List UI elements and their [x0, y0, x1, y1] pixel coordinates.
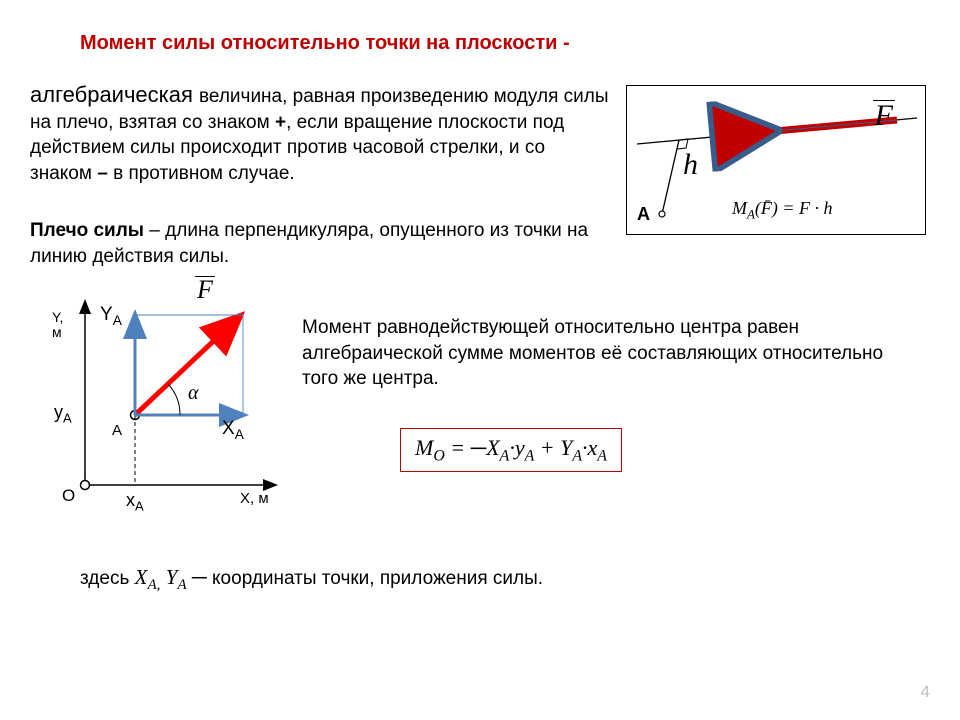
figure-coordinate-system: Y,м X, м YA XA yA xA O A α F — [50, 290, 310, 530]
minus-sign: – — [97, 163, 108, 184]
fig2-xlabel: X, м — [240, 490, 269, 507]
page-number: 4 — [921, 682, 930, 702]
fig1-label-h: h — [683, 148, 698, 182]
fig1-label-F: F — [873, 100, 895, 131]
resultant-paragraph: Момент равнодействующей относительно цен… — [302, 315, 912, 392]
fig2-F: F — [195, 276, 215, 303]
fig2-XA: XA — [222, 418, 244, 442]
fig1-formula: MA(F̄) = F · h — [732, 198, 833, 223]
arm-definition-paragraph: Плечо силы – длина перпендикуляра, опуще… — [30, 218, 620, 269]
plus-sign: + — [275, 112, 286, 133]
fig2-yA: yA — [54, 402, 72, 426]
figure-force-arm: h F A MA(F̄) = F · h — [626, 85, 926, 235]
fig2-svg — [50, 290, 310, 530]
moment-formula: MO = ─XA·yA + YA·xA — [400, 428, 622, 472]
page-title: Момент силы относительно точки на плоско… — [80, 32, 570, 55]
fig2-ylabel: Y,м — [52, 310, 63, 341]
fig1-label-A: A — [637, 204, 650, 225]
fig2-alpha: α — [188, 382, 199, 405]
definition-paragraph: алгебраическая величина, равная произвед… — [30, 80, 610, 187]
note-rest: координаты точки, приложения силы. — [212, 568, 543, 589]
fig2-YA: YA — [100, 304, 122, 328]
coordinates-note: здесь XA, YA ─ координаты точки, приложе… — [80, 565, 543, 594]
algebraic-lead: алгебраическая — [30, 82, 199, 107]
note-coords: XA, YA ─ — [135, 565, 212, 589]
arm-lead: Плечо силы — [30, 220, 144, 241]
fig2-xA: xA — [126, 490, 144, 514]
def-body-3: в противном случае. — [108, 163, 295, 184]
note-prefix: здесь — [80, 568, 135, 589]
fig2-O: O — [62, 486, 75, 506]
fig2-A: A — [112, 422, 122, 439]
